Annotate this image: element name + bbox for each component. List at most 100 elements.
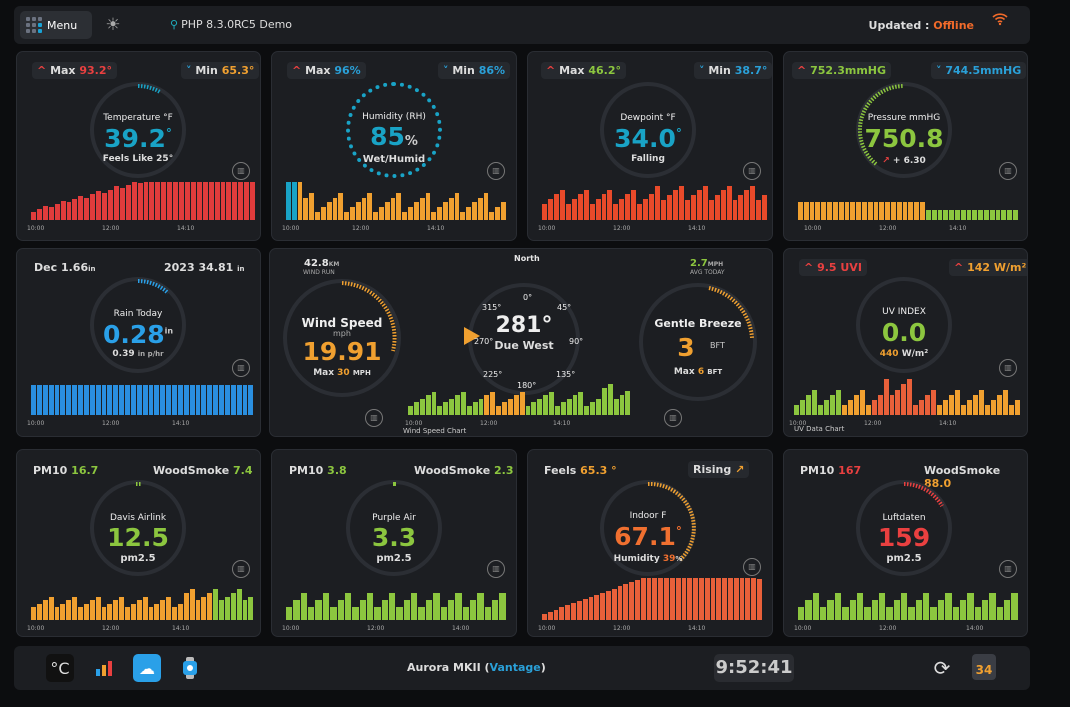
- watch-icon[interactable]: [176, 654, 204, 682]
- press-chart-button[interactable]: ▥: [999, 162, 1017, 180]
- luftdaten-gauge: Luftdaten 159 pm2.5: [856, 480, 952, 576]
- chart-bar: [466, 406, 472, 415]
- rain-year: 2023 34.81 in: [164, 261, 245, 274]
- chart-bar: [967, 399, 973, 415]
- chart-bar: [315, 600, 322, 620]
- chart-bar: [373, 212, 378, 220]
- bar-chart-icon[interactable]: [90, 654, 118, 682]
- chart-bar: [952, 607, 959, 620]
- dew-chart-button[interactable]: ▥: [743, 162, 761, 180]
- sun-icon[interactable]: ☀: [105, 15, 121, 35]
- chart-bar: [559, 189, 565, 220]
- chart-bar: [384, 202, 390, 220]
- chart-bar: [208, 182, 214, 220]
- chart-bar: [177, 385, 183, 415]
- chart-bar: [913, 404, 919, 415]
- press-trend: ↗ + 6.30: [882, 156, 926, 166]
- chart-bar: [1001, 210, 1007, 220]
- menu-button[interactable]: Menu: [20, 11, 92, 39]
- indoor-bar-chart: [542, 578, 762, 620]
- uv-chart-button[interactable]: ▥: [999, 359, 1017, 377]
- chart-bar: [625, 194, 631, 220]
- chart-bar: [565, 605, 571, 620]
- chart-bar: [640, 578, 646, 620]
- uv-gauge: UV INDEX 0.0 440 W/m²: [856, 277, 952, 373]
- chart-bar: [478, 398, 484, 415]
- chart-bar: [600, 592, 605, 620]
- chart-bar: [985, 404, 990, 415]
- chart-bar: [853, 394, 859, 415]
- dewpoint-card: ^ Max 46.2° ˅ Min 38.7° Dewpoint °F 34.0…: [527, 51, 773, 241]
- chart-bar: [499, 593, 506, 620]
- chart-bar: [908, 607, 915, 620]
- chart-bar: [879, 202, 885, 220]
- beaufort-value: 3: [677, 333, 695, 362]
- chart-bar: [418, 607, 425, 620]
- chart-bar: [883, 379, 889, 415]
- chart-bar: [635, 580, 640, 620]
- chart-bar: [959, 600, 967, 620]
- indoor-chart-button[interactable]: ▥: [743, 558, 761, 576]
- chart-bar: [454, 192, 460, 220]
- airlink-chart-button[interactable]: ▥: [232, 560, 250, 578]
- purpleair-value: 3.3: [371, 523, 417, 552]
- wind-chart-button-right[interactable]: ▥: [664, 409, 682, 427]
- chart-bar: [167, 182, 173, 220]
- wind-direction-arrow-icon: [464, 327, 480, 345]
- chart-bar: [54, 385, 60, 415]
- refresh-icon[interactable]: ⟳: [933, 656, 951, 680]
- unit-toggle-button[interactable]: °C: [46, 654, 74, 682]
- purpleair-chart-button[interactable]: ▥: [487, 560, 505, 578]
- chart-bar: [877, 394, 883, 415]
- chart-bar: [472, 202, 477, 220]
- weather34-logo[interactable]: 34: [972, 654, 996, 680]
- clock: 9:52:41: [714, 654, 794, 682]
- wind-chart-button-left[interactable]: ▥: [365, 409, 383, 427]
- chart-bar: [751, 578, 757, 620]
- chart-bar: [925, 394, 931, 415]
- chart-bar: [584, 406, 590, 415]
- chart-bar: [966, 210, 972, 220]
- chart-bar: [844, 202, 850, 220]
- chart-bar: [184, 182, 190, 220]
- rain-value: 0.28in: [102, 320, 174, 349]
- chart-bar: [72, 596, 77, 620]
- chart-bar: [425, 192, 431, 220]
- chart-bar: [738, 195, 744, 220]
- chart-bar: [949, 394, 955, 415]
- chart-bar: [443, 402, 449, 415]
- chart-bar: [248, 385, 254, 415]
- temp-bar-chart: [31, 180, 256, 220]
- station-model-link[interactable]: Vantage: [489, 661, 541, 674]
- rain-chart-button[interactable]: ▥: [232, 359, 250, 377]
- feels-like: Feels Like 25°: [102, 154, 174, 164]
- chart-bar: [455, 395, 460, 415]
- temp-chart-button[interactable]: ▥: [232, 162, 250, 180]
- chart-bar: [750, 185, 756, 220]
- chart-bar: [937, 210, 943, 220]
- indoor-card: Feels 65.3 ° Rising ↗ Indoor F 67.1° Hum…: [527, 449, 773, 637]
- chart-bar: [856, 202, 861, 220]
- chart-bar: [739, 578, 745, 620]
- chart-bar: [455, 593, 462, 620]
- chart-bar: [901, 384, 907, 415]
- temp-title: Temperature °F: [103, 113, 173, 123]
- chart-bar: [637, 204, 643, 220]
- solar-now: 440 W/m²: [879, 349, 929, 359]
- chart-bar: [907, 379, 913, 415]
- chart-bar: [137, 183, 143, 220]
- chart-bar: [925, 210, 931, 220]
- chart-bar: [337, 600, 344, 620]
- version-label: ⚲ PHP 8.3.0RC5 Demo: [170, 18, 293, 31]
- cloud-icon[interactable]: ☁: [133, 654, 161, 682]
- chart-bar: [967, 593, 974, 620]
- chart-bar: [850, 202, 856, 220]
- temperature-card: ^ Max 93.2° ˅ Min 65.3° Temperature °F 3…: [16, 51, 261, 241]
- chart-bar: [631, 189, 637, 220]
- chart-bar: [349, 207, 355, 220]
- chart-bar: [859, 389, 865, 415]
- chart-bar: [344, 212, 349, 220]
- luftdaten-chart-button[interactable]: ▥: [999, 560, 1017, 578]
- hum-chart-button[interactable]: ▥: [487, 162, 505, 180]
- chart-bar: [995, 210, 1001, 220]
